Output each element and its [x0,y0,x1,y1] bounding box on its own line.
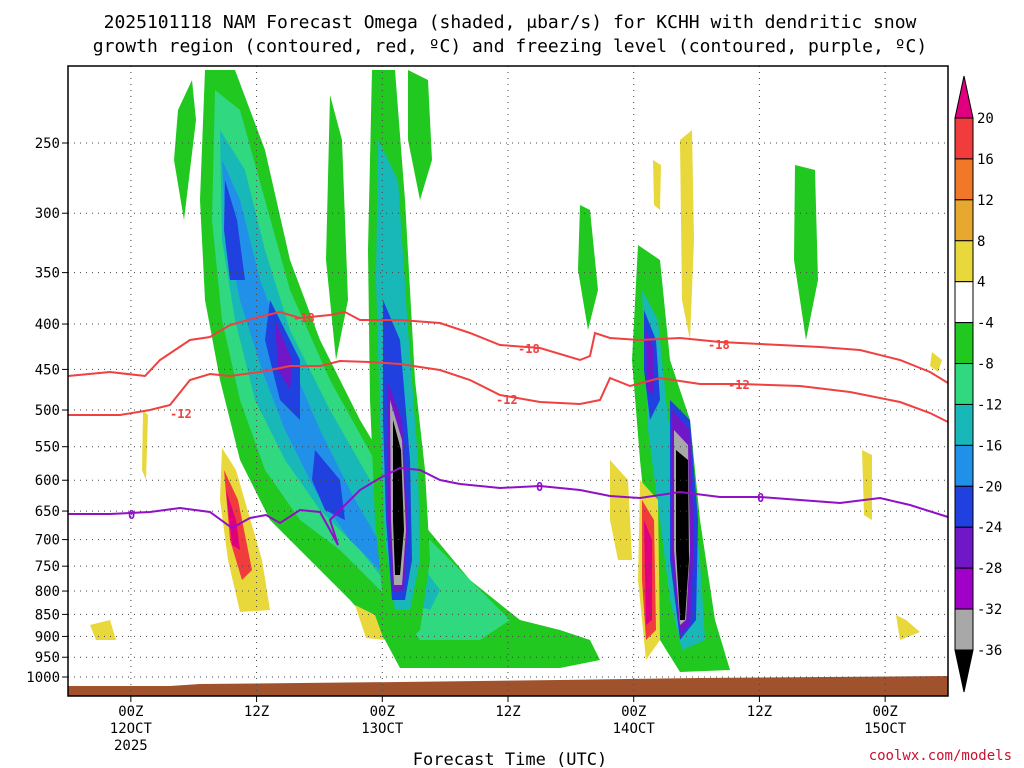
x-tick-date: 15OCT [864,721,907,737]
colorbar-segment [954,240,974,283]
plot-area: -18 -18 -18 -12 -12 -12 0 0 0 [67,65,949,697]
colorbar-label: 20 [977,111,994,127]
omega-shade-upper-2 [326,95,348,360]
contour-minus18 [67,310,949,384]
colorbar-segment [954,567,974,610]
colorbar-label: -16 [977,438,1002,454]
omega-shade-positive-6 [90,620,116,640]
contour-label-minus12-c: -12 [728,378,750,392]
y-tick-label: 750 [35,559,60,575]
colorbar-label: 8 [977,234,985,250]
omega-shade-band-1f [275,320,292,390]
colorbar-top-arrow [954,75,974,119]
colorbar-label: 4 [977,275,985,291]
contour-label-zero-c: 0 [757,491,764,505]
colorbar-label: -28 [977,561,1002,577]
chart-title-line-2: growth region (contoured, red, ºC) and f… [93,36,927,57]
colorbar-segment [954,322,974,365]
x-tick-label: 00Z [621,704,646,720]
x-tick-date: 14OCT [613,721,656,737]
contour-label-minus18-a: -18 [293,311,315,325]
contour-label-zero-b: 0 [536,480,543,494]
colorbar-segment [954,158,974,201]
contour-minus12 [68,359,949,423]
y-tick-label: 800 [35,584,60,600]
omega-shade-band-1d [222,160,390,570]
y-tick-label: 300 [35,206,60,222]
y-tick-label: 650 [35,504,60,520]
x-axis-label: Forecast Time (UTC) [413,750,607,768]
x-tick-label: 00Z [872,704,897,720]
x-tick-date: 12OCT [110,721,153,737]
colorbar-label: -20 [977,479,1002,495]
colorbar-label: 16 [977,152,994,168]
omega-shade-positive-5 [653,160,661,210]
y-tick-label: 450 [35,362,60,378]
x-tick-label: 00Z [118,704,143,720]
omega-shade-upper-3 [408,70,432,200]
y-tick-label: 900 [35,629,60,645]
colorbar-segment [954,444,974,487]
colorbar-segment [954,281,974,324]
omega-shade-positive-4 [680,130,694,340]
omega-shade-positive-2 [610,460,632,560]
y-tick-label: 400 [35,317,60,333]
colorbar-segment [954,363,974,405]
credit-text: coolwx.com/models [869,748,1012,764]
x-tick-label: 12Z [747,704,772,720]
y-tick-label: 500 [35,403,60,419]
colorbar: 20 16 12 8 4 -4 -8 -12 -16 -20 -24 -28 -32 -36 [954,75,1002,693]
x-tick-label: 12Z [495,704,520,720]
y-axis: 250 300 350 400 450 500 550 600 650 700 750 800 850 9… [26,136,68,686]
omega-shading [68,70,948,696]
colorbar-segment [954,199,974,242]
contour-label-minus18-b: -18 [518,342,540,356]
x-tick-year: 2025 [114,738,148,754]
x-tick-label: 12Z [244,704,269,720]
colorbar-label: -4 [977,316,994,332]
y-tick-label: 550 [35,440,60,456]
colorbar-segment [954,117,974,160]
contour-label-minus18-c: -18 [708,338,730,352]
colorbar-label: -8 [977,357,994,373]
omega-shade-upper-5 [794,165,818,340]
omega-shade-upper-1 [174,80,196,220]
y-tick-label: 950 [35,650,60,666]
temperature-contours: -18 -18 -18 -12 -12 -12 0 0 0 [67,310,949,546]
terrain [68,676,948,696]
colorbar-segment [954,403,974,446]
colorbar-segment [954,526,974,569]
omega-shade-positive-7 [355,605,384,640]
colorbar-label: -36 [977,643,1002,659]
contour-label-minus12-b: -12 [496,393,518,407]
colorbar-label: 12 [977,193,994,209]
x-tick-label: 00Z [370,704,395,720]
colorbar-segment [954,485,974,528]
y-tick-label: 350 [35,266,60,282]
x-tick-date: 13OCT [361,721,404,737]
y-tick-label: 700 [35,533,60,549]
contour-label-zero-a: 0 [128,508,135,522]
colorbar-label: -32 [977,602,1002,618]
colorbar-label: -24 [977,520,1002,536]
chart-title-line-1: 2025101118 NAM Forecast Omega (shaded, μ… [104,12,917,33]
contour-zero [68,466,949,546]
omega-shade-band-2f [393,420,404,575]
contour-label-minus12-a: -12 [170,407,192,421]
y-tick-label: 1000 [26,670,60,686]
omega-shade-positive-1c [226,490,240,550]
y-tick-label: 250 [35,136,60,152]
colorbar-label: -12 [977,397,1002,413]
y-tick-label: 600 [35,473,60,489]
omega-shade-upper-4 [578,205,598,330]
omega-shade-positive-3c [644,520,652,625]
colorbar-bottom-arrow [954,649,974,693]
colorbar-segment [954,608,974,651]
y-tick-label: 850 [35,607,60,623]
